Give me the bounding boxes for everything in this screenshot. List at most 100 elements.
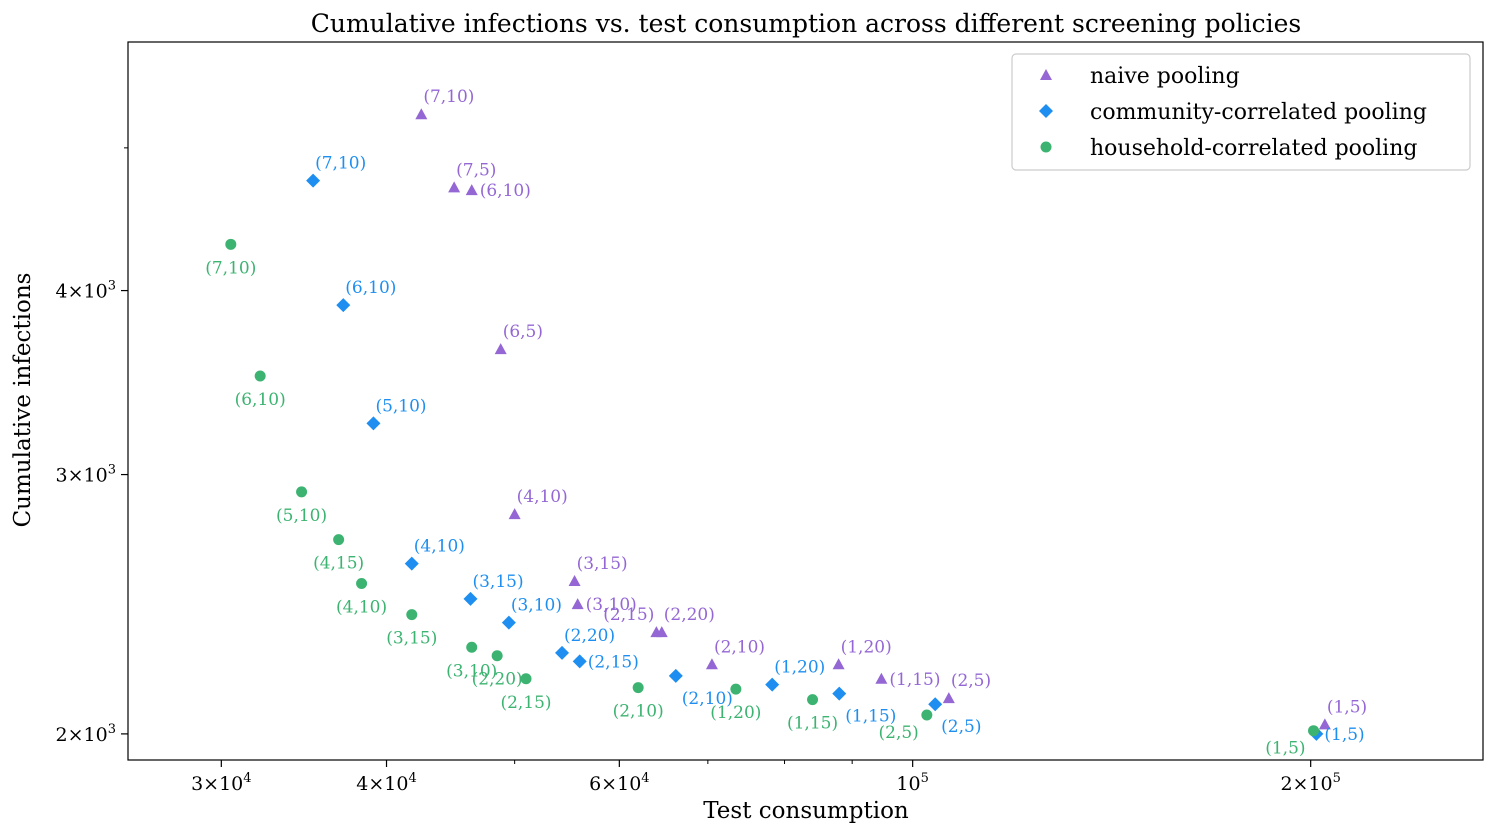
community-point-label: (1,5) xyxy=(1324,725,1364,745)
household-point xyxy=(333,534,345,546)
x-axis-label: Test consumption xyxy=(703,798,909,824)
legend-label-household: household-correlated pooling xyxy=(1090,136,1417,161)
naive-point-label: (7,10) xyxy=(423,87,474,107)
naive-point-label: (2,5) xyxy=(951,671,991,691)
community-point xyxy=(463,591,478,606)
naive-point xyxy=(494,343,507,355)
household-point xyxy=(296,486,308,498)
household-point xyxy=(632,682,644,694)
y-tick-label: 4×103 xyxy=(56,279,116,303)
community-point xyxy=(404,556,419,571)
household-point-label: (4,15) xyxy=(313,554,364,574)
community-point-label: (1,20) xyxy=(774,658,825,678)
household-point xyxy=(730,683,742,695)
chart-title: Cumulative infections vs. test consumpti… xyxy=(311,9,1302,38)
naive-point xyxy=(1318,718,1331,730)
naive-point-label: (2,15) xyxy=(603,605,654,625)
community-point xyxy=(336,298,351,313)
naive-point-label: (3,15) xyxy=(577,554,628,574)
naive-point xyxy=(705,658,718,670)
household-point xyxy=(807,694,819,706)
naive-point-label: (2,20) xyxy=(664,605,715,625)
household-point-label: (1,5) xyxy=(1265,739,1305,759)
y-tick-label: 2×103 xyxy=(56,722,116,746)
household-point-label: (3,15) xyxy=(386,629,437,649)
community-point xyxy=(928,697,943,712)
legend-marker-naive xyxy=(1040,69,1052,80)
naive-point xyxy=(655,626,668,638)
household-point-label: (1,20) xyxy=(710,703,761,723)
household-point xyxy=(466,641,478,653)
household-point xyxy=(491,650,503,662)
household-point xyxy=(225,238,237,250)
plot-area: 3×104 4×104 6×104 105 2×105 2×103 3×103 4×103 (7… xyxy=(56,41,1484,795)
household-point-label: (2,10) xyxy=(613,702,664,722)
naive-point-label: (6,5) xyxy=(503,322,543,342)
x-tick-label: 3×104 xyxy=(191,771,251,795)
naive-point xyxy=(942,692,955,704)
community-point-label: (2,20) xyxy=(564,626,615,646)
naive-point-label: (3,10) xyxy=(586,595,637,615)
x-tick-label: 4×104 xyxy=(356,771,416,795)
naive-point xyxy=(415,108,428,120)
x-tick-label: 2×105 xyxy=(1280,771,1340,795)
household-point-label: (6,10) xyxy=(235,390,286,410)
naive-point-label: (6,10) xyxy=(480,181,531,201)
community-point-label: (3,15) xyxy=(472,572,523,592)
plot-frame xyxy=(127,41,1484,761)
legend-box xyxy=(1011,53,1471,171)
legend-marker-household xyxy=(1040,141,1052,153)
community-point-label: (2,5) xyxy=(941,717,981,737)
household-point-label: (5,10) xyxy=(276,506,327,526)
household-point xyxy=(406,609,418,621)
community-point-label: (7,10) xyxy=(315,154,366,174)
legend-marker-community xyxy=(1039,104,1053,118)
community-point xyxy=(501,615,516,630)
household-point-label: (4,10) xyxy=(336,598,387,618)
legend-label-naive: naive pooling xyxy=(1090,64,1240,89)
community-point xyxy=(572,654,587,669)
community-point-label: (3,10) xyxy=(511,596,562,616)
community-point-label: (2,10) xyxy=(682,689,733,709)
household-point xyxy=(520,673,532,685)
naive-point-label: (7,5) xyxy=(456,160,496,180)
household-point xyxy=(254,370,266,382)
household-point-label: (2,5) xyxy=(879,723,919,743)
naive-point-label: (1,15) xyxy=(889,670,940,690)
naive-point-label: (4,10) xyxy=(517,487,568,507)
community-point xyxy=(306,173,321,188)
community-point xyxy=(555,645,570,660)
legend-label-community: community-correlated pooling xyxy=(1090,100,1427,125)
y-axis-label: Cumulative infections xyxy=(10,273,36,528)
naive-point xyxy=(875,672,888,684)
community-point xyxy=(366,416,381,431)
naive-point xyxy=(448,181,461,193)
community-point xyxy=(765,677,780,692)
y-tick-label: 3×103 xyxy=(56,463,116,487)
naive-point xyxy=(465,184,478,196)
naive-point-label: (1,20) xyxy=(841,637,892,657)
legend: naive pooling community-correlated poolin… xyxy=(1011,53,1471,171)
household-point-label: (3,10) xyxy=(446,661,497,681)
naive-point-label: (1,5) xyxy=(1327,697,1367,717)
household-point xyxy=(356,578,368,590)
household-point-label: (2,15) xyxy=(500,693,551,713)
community-point-label: (6,10) xyxy=(345,278,396,298)
naive-point xyxy=(571,598,584,610)
naive-point xyxy=(832,658,845,670)
x-tick-label: 105 xyxy=(896,771,928,795)
naive-point xyxy=(568,575,581,587)
community-point xyxy=(668,668,683,683)
community-point-label: (1,15) xyxy=(845,707,896,727)
x-tick-label: 6×104 xyxy=(589,771,649,795)
community-point-label: (2,15) xyxy=(588,652,639,672)
community-point-label: (4,10) xyxy=(414,537,465,557)
household-point-label: (7,10) xyxy=(205,258,256,278)
naive-point xyxy=(508,508,521,520)
household-point xyxy=(1308,725,1320,737)
household-point xyxy=(921,709,933,721)
community-point xyxy=(832,686,847,701)
community-point-label: (5,10) xyxy=(375,396,426,416)
